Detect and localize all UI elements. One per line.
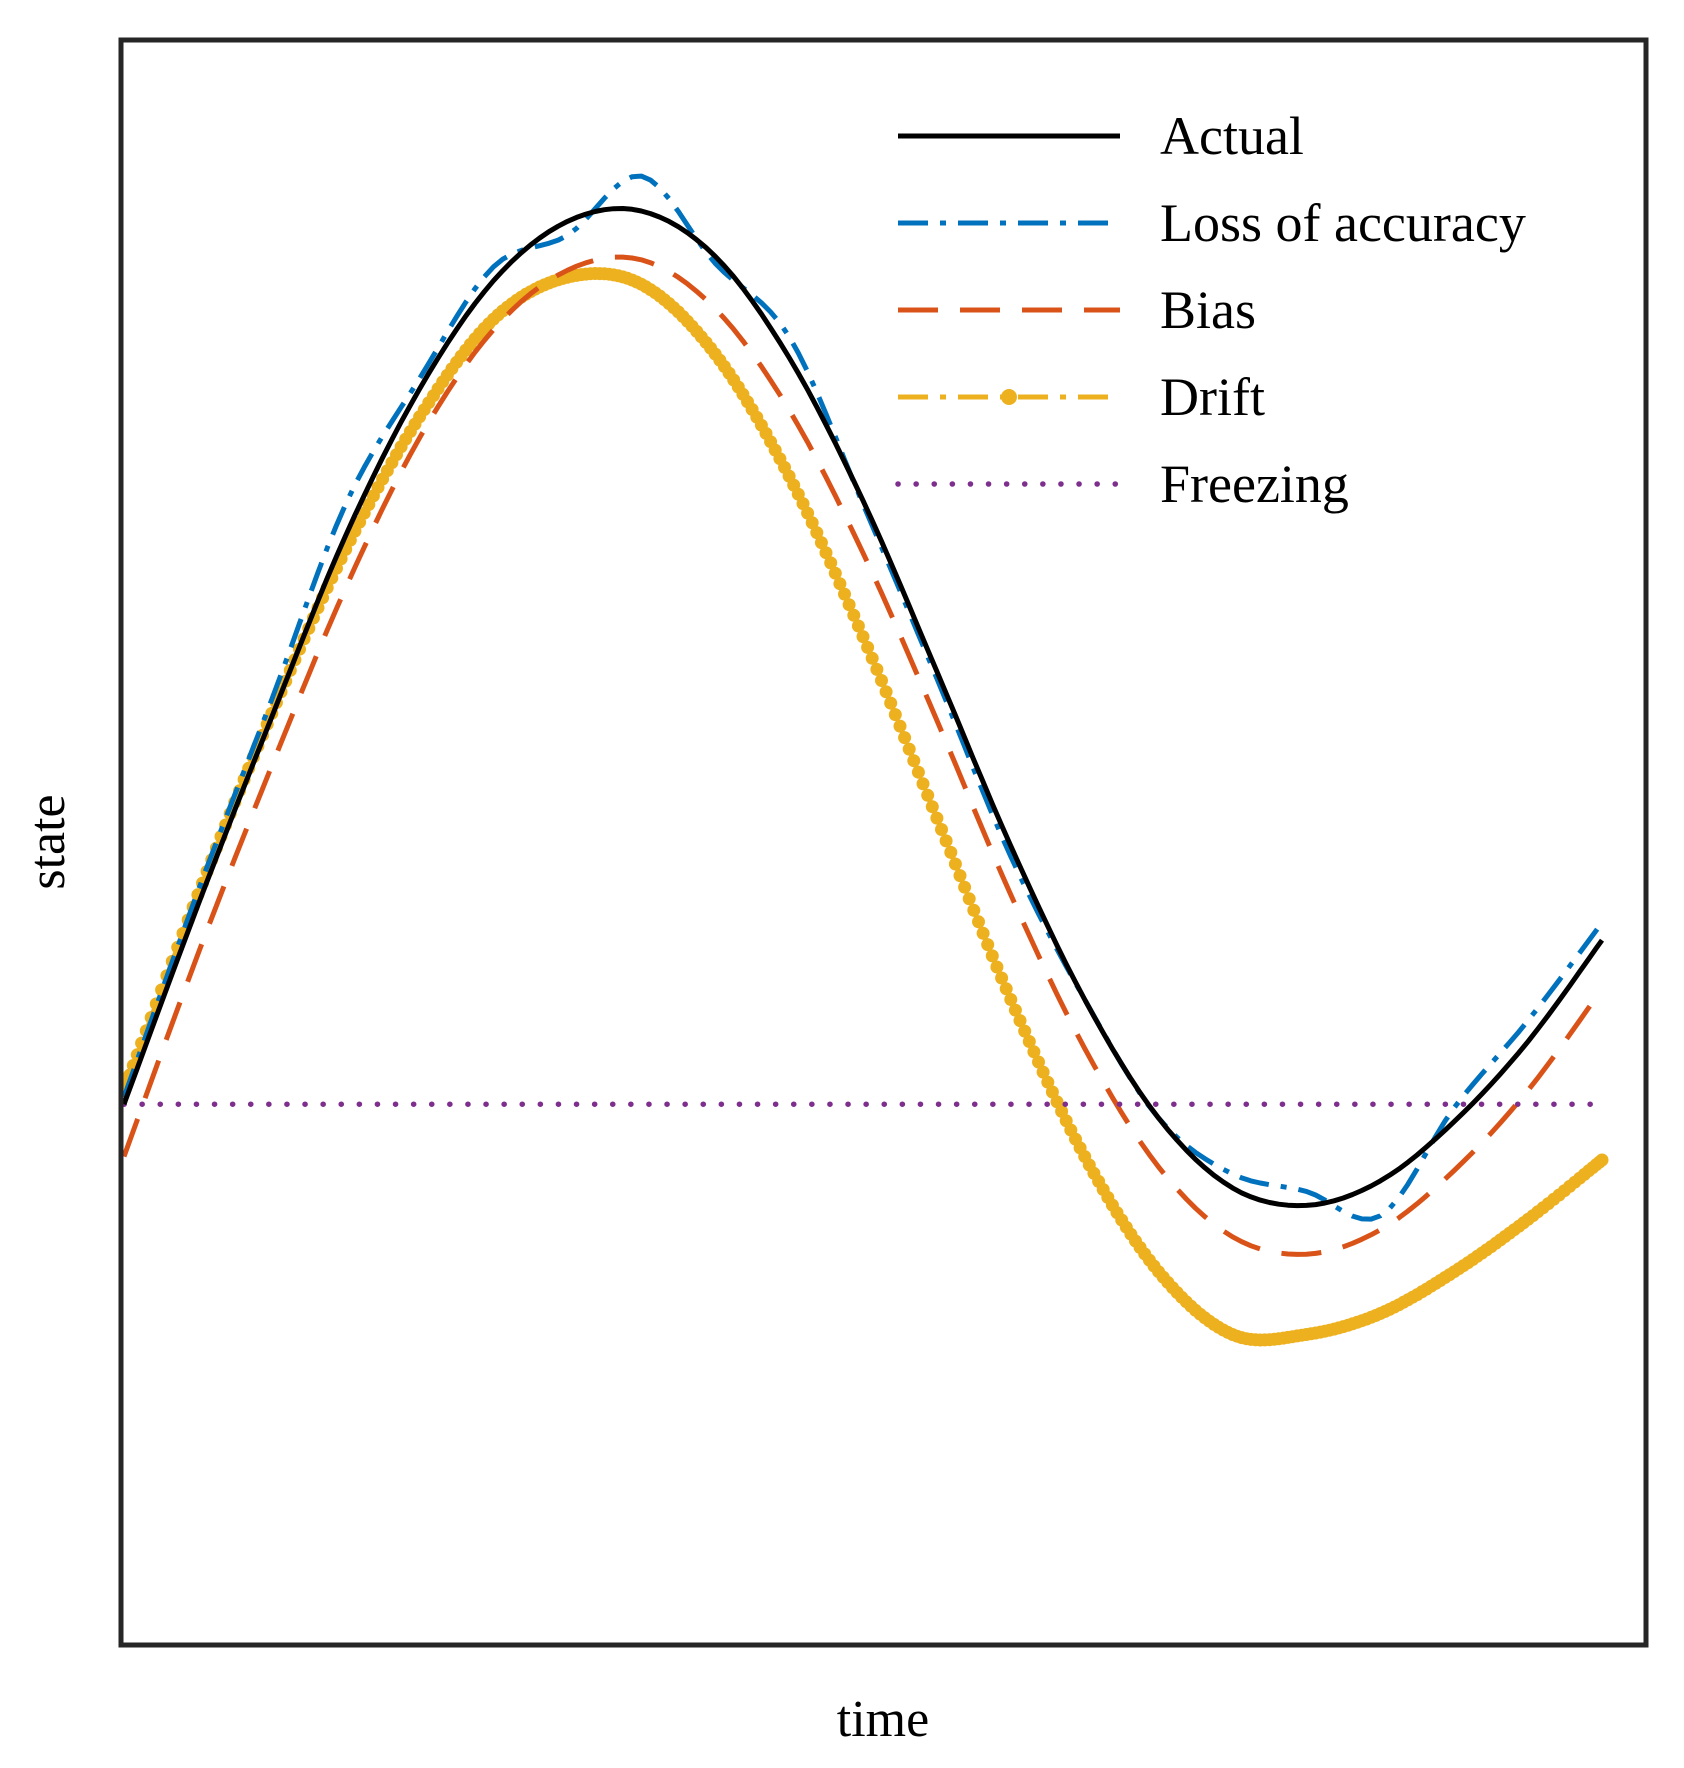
drift-marker [976,926,990,940]
legend-label: Freezing [1160,454,1349,514]
drift-marker [1041,1075,1055,1089]
drift-marker [948,857,962,871]
legend-label: Bias [1160,280,1256,340]
drift-marker [944,845,958,859]
series-loss-of-accuracy [121,173,1605,1222]
drift-marker [911,765,925,779]
drift-marker [801,506,815,520]
drift-marker [805,516,819,530]
drift-marker [810,526,824,540]
legend-item-bias: Bias [898,280,1256,340]
drift-marker [856,630,870,644]
drift-marker [888,708,902,722]
drift-marker [981,938,995,952]
drift-marker [1595,1153,1609,1167]
drift-marker [962,892,976,906]
drift-marker [902,742,916,756]
legend-item-freezing: Freezing [895,454,1349,514]
drift-marker [879,685,893,699]
series-line-actual [121,206,1605,1209]
drift-marker [935,823,948,836]
drift-marker [1013,1014,1027,1028]
drift-marker [1032,1055,1045,1069]
drift-marker [990,960,1004,974]
drift-marker [875,674,888,687]
x-axis-label: time [837,1691,929,1748]
drift-marker [1004,993,1018,1006]
drift-marker [972,915,985,929]
drift-marker [814,536,828,550]
drift-marker [893,719,907,733]
drift-marker [958,880,972,894]
drift-marker [838,587,851,601]
drift-marker [870,662,884,676]
drift-marker [939,834,953,848]
series-actual [121,206,1605,1209]
drift-marker [819,546,833,560]
legend-marker [1001,389,1017,405]
legend: Actual Loss of accuracy Bias Drift Freezing [895,106,1526,514]
drift-marker [930,811,944,825]
drift-marker [985,949,999,963]
drift-marker [916,777,930,791]
drift-marker [953,869,967,883]
series-line-loss-of-accuracy [121,173,1605,1222]
drift-marker [999,982,1013,996]
drift-marker [1008,1003,1022,1017]
legend-item-loss-of-accuracy: Loss of accuracy [898,193,1526,253]
drift-marker [921,788,935,802]
series-layer [121,173,1609,1347]
plot-area-frame [118,37,1649,1648]
drift-marker [1045,1085,1059,1099]
drift-marker [925,800,939,814]
drift-marker [1027,1045,1041,1059]
legend-item-actual: Actual [898,106,1304,166]
drift-marker [861,640,875,654]
drift-marker [1036,1065,1050,1079]
drift-marker [1022,1035,1036,1048]
legend-item-drift: Drift [898,367,1265,427]
drift-marker [842,598,856,612]
drift-marker [907,754,921,768]
drift-marker [1018,1024,1032,1038]
legend-label: Loss of accuracy [1160,193,1526,253]
drift-marker [851,619,865,633]
series-bias [121,254,1605,1257]
drift-marker [884,696,898,710]
drift-marker [847,608,861,622]
drift-marker [898,731,912,745]
drift-marker [833,577,847,591]
drift-marker [828,566,842,580]
legend-label: Drift [1160,367,1265,427]
y-axis-label: state [19,794,76,889]
series-line-bias [121,254,1605,1257]
drift-marker [995,971,1009,985]
legend-label: Actual [1160,106,1304,166]
drift-marker [824,556,838,570]
drift-marker [865,651,879,665]
drift-marker [967,903,981,917]
